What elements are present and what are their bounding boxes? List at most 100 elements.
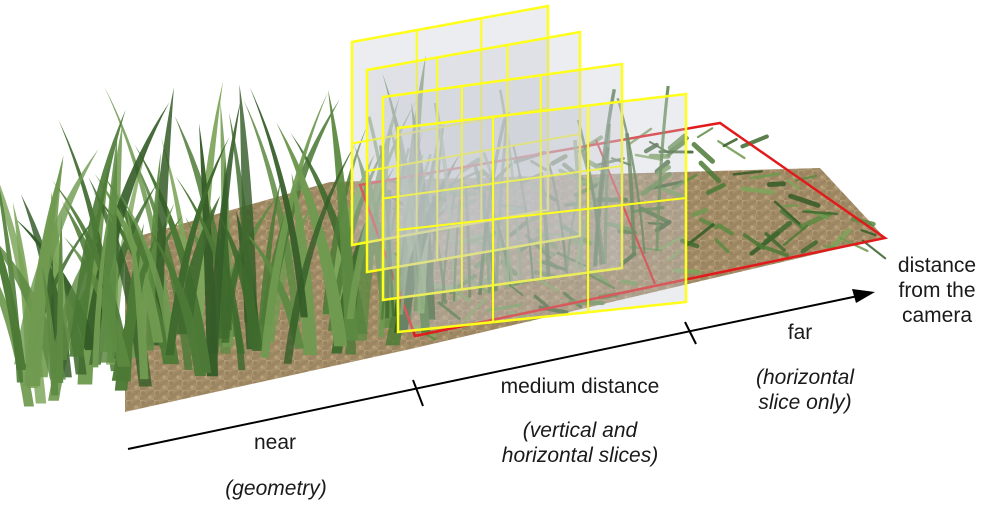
far-grass-stroke	[696, 127, 714, 139]
far-grass-stroke	[457, 231, 487, 245]
far-grass-stroke	[542, 191, 557, 202]
axis-label-line2: from the	[898, 279, 976, 302]
far-grass-stroke	[462, 297, 487, 323]
far-grass-stroke	[583, 271, 616, 290]
grass-blade	[134, 144, 212, 374]
far-grass-stroke	[705, 183, 726, 195]
vertical-slice-gridline	[382, 165, 623, 200]
medium-grass-blade	[576, 119, 603, 265]
far-grass-stroke	[698, 160, 722, 184]
far-grass-stroke	[722, 137, 738, 148]
far-grass-stroke	[533, 294, 550, 309]
far-grass-stroke	[802, 210, 839, 216]
far-grass-stroke	[586, 266, 610, 285]
far-grass-stroke	[782, 204, 799, 208]
far-grass-stroke	[766, 181, 787, 188]
zone-far-note: (horizontal slice only)	[735, 365, 875, 415]
grass-blade	[276, 122, 348, 347]
grass-blade	[221, 207, 256, 343]
grass-blade	[88, 177, 152, 387]
grass-blade	[394, 153, 461, 333]
far-grass-stroke	[788, 193, 821, 208]
grass-blade	[150, 230, 206, 376]
medium-grass-blade	[399, 138, 425, 310]
medium-grass-blade	[464, 183, 472, 298]
zone-medium-note-line2: horizontal slices)	[501, 444, 659, 467]
far-grass-stroke	[480, 168, 495, 183]
medium-grass-blade	[478, 118, 507, 296]
far-grass-stroke	[749, 172, 781, 180]
far-grass-stroke	[669, 249, 682, 261]
far-grass-stroke	[671, 173, 698, 190]
medium-grass-blade	[409, 206, 419, 311]
grass-blade	[283, 142, 357, 364]
grass-blade	[92, 206, 110, 368]
far-grass-stroke	[786, 178, 800, 191]
far-grass-stroke	[654, 183, 688, 201]
grass-blade	[176, 195, 221, 335]
far-grass-stroke	[533, 269, 557, 279]
far-grass-stroke	[452, 198, 477, 210]
far-grass-stroke	[740, 186, 775, 195]
far-grass-stroke	[716, 223, 734, 236]
far-grass-stroke	[860, 229, 877, 237]
far-grass-stroke	[640, 171, 672, 196]
medium-grass-blade	[655, 85, 670, 251]
far-grass-stroke	[779, 209, 806, 231]
grass-blade	[56, 213, 64, 383]
far-grass-stroke	[691, 142, 715, 164]
far-grass-stroke	[499, 204, 528, 209]
far-grass-stroke	[634, 153, 663, 161]
medium-grass-blade	[547, 163, 568, 274]
grass-blade	[165, 136, 230, 356]
grass-blade	[92, 191, 170, 349]
grass-blade	[64, 236, 131, 367]
medium-grass-blade	[603, 123, 611, 264]
far-grass-stroke	[800, 240, 819, 254]
medium-grass-blade	[385, 190, 392, 319]
far-grass-stroke	[861, 239, 887, 260]
far-grass-stroke	[773, 200, 801, 225]
far-grass-stroke	[686, 223, 715, 247]
grass-blade	[52, 238, 99, 361]
axis-tick-near-medium	[412, 379, 424, 407]
vertical-slices	[350, 4, 688, 334]
grass-blade	[41, 265, 59, 396]
far-grass-stroke	[561, 224, 593, 246]
medium-grass-blade	[539, 171, 551, 278]
medium-grass-blade	[565, 188, 582, 274]
grass-blade	[260, 92, 328, 358]
far-grass-stroke	[603, 221, 637, 233]
zone-far-label: far	[787, 321, 813, 344]
axis-label-line3: camera	[901, 304, 973, 327]
zone-medium-note: (vertical and horizontal slices)	[485, 418, 675, 468]
axis-label: distance from the camera	[884, 253, 990, 328]
far-grass-stroke	[529, 212, 547, 222]
far-grass-stroke	[680, 238, 700, 249]
grass-blade	[126, 207, 149, 380]
grass-blade	[346, 99, 418, 319]
medium-grass-blade	[441, 192, 456, 305]
zone-far-note-line2: slice only)	[758, 391, 852, 414]
far-grass-stroke	[550, 154, 568, 166]
far-grass-stroke	[585, 159, 603, 171]
grass-blade	[0, 247, 26, 370]
zone-far-note-line1: (horizontal	[755, 366, 855, 389]
far-grass-stroke	[647, 222, 663, 225]
axis-tick-medium-far	[684, 321, 697, 345]
far-grass-stroke	[782, 224, 809, 247]
axis-arrowhead	[852, 289, 875, 303]
axis-label-line1: distance	[897, 254, 977, 277]
zone-medium-note-line1: (vertical and	[522, 419, 638, 442]
vertical-slice-gridline	[366, 133, 581, 172]
far-grass-stroke	[657, 235, 684, 251]
far-grass-stroke	[740, 134, 769, 149]
far-grass-stroke	[506, 281, 524, 297]
grass-blade	[14, 148, 99, 365]
near-grass-geometry	[0, 54, 464, 407]
far-grass-stroke	[755, 242, 790, 258]
grass-blade	[243, 100, 301, 322]
zone-medium-label: medium distance	[500, 375, 660, 398]
far-grass-stroke	[690, 207, 709, 218]
